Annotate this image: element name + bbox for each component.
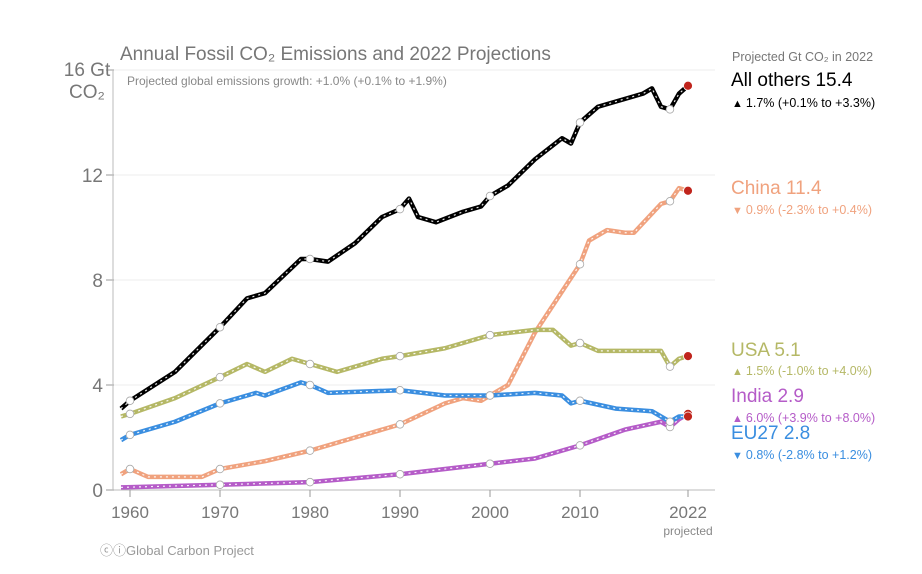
series-name: China <box>731 178 781 199</box>
y-tick-label: 0 <box>92 481 103 502</box>
footer-credit-text: Global Carbon Project <box>126 543 254 558</box>
x-tick-label: 1970 <box>201 503 239 522</box>
projection-marker <box>683 351 693 362</box>
triangle-up-icon: ▲ <box>732 413 743 425</box>
y-tick-label: 12 <box>82 166 103 187</box>
data-point-marker <box>395 204 405 214</box>
data-point-marker <box>125 409 135 419</box>
data-point-marker <box>305 380 315 390</box>
series-value: 15.4 <box>815 70 853 91</box>
legend-entry-usa: USA 5.1 <box>731 340 801 362</box>
legend-growth: ▲ 1.7% (+0.1% to +3.3%) <box>732 96 875 110</box>
data-point-marker <box>305 359 315 369</box>
data-point-marker <box>215 480 225 489</box>
y-unit-top: 16 Gt <box>63 60 111 81</box>
y-unit-bottom: CO₂ <box>69 82 105 103</box>
data-point-marker <box>575 260 585 269</box>
data-point-marker <box>575 441 585 450</box>
x-tick-label: 1990 <box>381 503 419 522</box>
data-point-marker <box>575 118 585 127</box>
triangle-up-icon: ▲ <box>732 366 743 378</box>
growth-text: 0.8% (-2.8% to +1.2%) <box>745 448 872 462</box>
data-point-marker <box>215 372 225 382</box>
data-point-marker <box>575 396 585 405</box>
series-name: EU27 <box>731 423 779 444</box>
data-point-marker <box>215 399 225 408</box>
legend-header: Projected Gt CO₂ in 2022 <box>732 50 874 64</box>
data-point-marker <box>485 330 495 340</box>
cc-by-icon: ⓒⓘ <box>100 543 127 558</box>
data-point-marker <box>485 459 495 468</box>
x-tick-label: 1960 <box>111 503 149 522</box>
chart-subtitle: Projected global emissions growth: +1.0%… <box>127 74 447 88</box>
series-dash-overlay <box>120 329 689 418</box>
data-point-marker <box>395 351 405 361</box>
series-dash-overlay <box>120 381 688 441</box>
footer-credit: ⓒⓘGlobal Carbon Project <box>100 540 254 559</box>
x-tick-label: 2010 <box>561 503 599 522</box>
legend-growth: ▼ 0.9% (-2.3% to +0.4%) <box>732 203 872 217</box>
series-name: India <box>731 386 773 407</box>
series-value: 2.8 <box>783 423 811 444</box>
data-point-marker <box>395 386 405 395</box>
projection-marker <box>683 80 693 91</box>
triangle-down-icon: ▼ <box>732 450 743 462</box>
legend-entry-india: India 2.9 <box>731 386 804 408</box>
triangle-up-icon: ▲ <box>732 98 743 110</box>
legend-growth: ▼ 0.8% (-2.8% to +1.2%) <box>732 448 872 462</box>
chart-title: Annual Fossil CO₂ Emissions and 2022 Pro… <box>120 44 551 65</box>
legend-entry-eu27: EU27 2.8 <box>731 423 810 445</box>
data-point-marker <box>485 391 495 400</box>
data-point-marker <box>665 197 675 206</box>
data-point-marker <box>665 417 675 426</box>
series-name: USA <box>731 340 770 361</box>
x-projected-label: projected <box>663 524 712 538</box>
x-tick-label: 2022 <box>669 503 707 522</box>
data-point-marker <box>395 470 405 479</box>
y-tick-label: 8 <box>92 271 103 292</box>
data-point-marker <box>485 191 495 201</box>
growth-text: 1.7% (+0.1% to +3.3%) <box>745 96 876 110</box>
data-point-marker <box>215 464 225 474</box>
projection-marker <box>683 411 693 422</box>
data-point-marker <box>305 477 315 487</box>
legend-entry-china: China 11.4 <box>731 178 822 200</box>
legend-entry-all-others: All others 15.4 <box>731 70 852 92</box>
data-point-marker <box>395 420 405 429</box>
data-point-marker <box>575 338 585 348</box>
series-value: 11.4 <box>785 178 822 199</box>
data-point-marker <box>215 323 225 332</box>
projection-marker <box>683 185 693 196</box>
growth-text: 6.0% (+3.9% to +8.0%) <box>745 411 876 425</box>
series-value: 2.9 <box>777 386 804 407</box>
triangle-down-icon: ▼ <box>732 205 743 217</box>
data-point-marker <box>665 362 675 371</box>
series-line-all-others <box>119 84 690 411</box>
data-point-marker <box>305 254 315 264</box>
data-point-marker <box>305 446 315 455</box>
legend-growth: ▲ 6.0% (+3.9% to +8.0%) <box>732 411 875 425</box>
data-point-marker <box>665 105 675 114</box>
y-axis-unit: 16 Gt CO₂ <box>62 60 112 104</box>
series-line-eu27 <box>119 380 688 443</box>
y-tick-label: 4 <box>92 376 103 397</box>
data-point-marker <box>125 430 135 440</box>
legend-growth: ▲ 1.5% (-1.0% to +4.0%) <box>732 364 872 378</box>
x-tick-label: 2000 <box>471 503 509 522</box>
series-line-china <box>119 185 689 480</box>
series-dash-overlay <box>120 85 689 410</box>
series-name: All others <box>731 70 811 91</box>
data-point-marker <box>125 464 135 474</box>
data-point-marker <box>125 396 135 405</box>
growth-text: 1.5% (-1.0% to +4.0%) <box>745 364 872 378</box>
x-tick-label: 1980 <box>291 503 329 522</box>
series-value: 5.1 <box>774 340 801 361</box>
series-dash-overlay <box>120 187 689 478</box>
growth-text: 0.9% (-2.3% to +0.4%) <box>745 203 872 217</box>
